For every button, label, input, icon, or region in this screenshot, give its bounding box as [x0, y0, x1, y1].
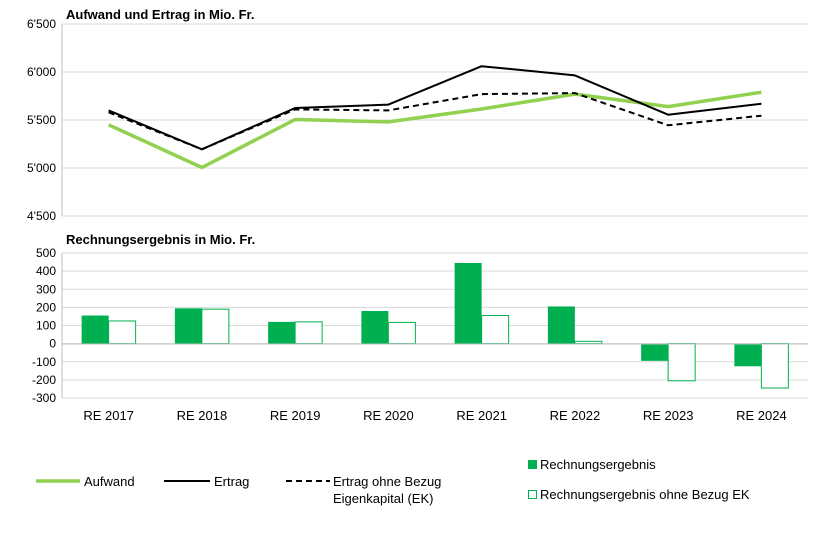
line-chart-y-tick-label: 6'000 — [27, 65, 56, 79]
x-tick-label: RE 2021 — [456, 408, 507, 423]
legend-swatch-rechnungsergebnis — [528, 460, 537, 469]
bar-rechnungsergebnis-7 — [734, 343, 762, 367]
legend-swatch-rechnungsergebnis-ohne-ek — [528, 490, 537, 499]
legend-label-ertrag-ohne-ek-line1: Ertrag ohne Bezug — [333, 474, 441, 489]
x-tick-label: RE 2017 — [83, 408, 134, 423]
bar-chart-y-tick-label: 200 — [36, 300, 56, 314]
legend-item-rechnungsergebnis: Rechnungsergebnis — [528, 457, 656, 472]
bar-chart-y-tick-label: -200 — [32, 373, 56, 387]
bar-rechnungsergebnis-0 — [81, 315, 109, 344]
line-chart-title: Aufwand und Ertrag in Mio. Fr. — [66, 7, 255, 22]
line-chart-y-axis: 4'500 5'000 5'500 6'000 6'500 — [27, 17, 56, 223]
line-chart-series — [107, 65, 762, 170]
bar-rechnungsergebnis-ohne-ek-1 — [201, 308, 230, 345]
bar-rechnungsergebnis-3 — [361, 311, 389, 344]
bar-rechnungsergebnis-ohne-ek-7 — [760, 343, 789, 389]
bar-chart-y-tick-label: -100 — [32, 355, 56, 369]
bar-chart-bars — [81, 262, 789, 389]
bar-rechnungsergebnis-ohne-ek-2 — [294, 321, 323, 345]
line-chart-y-tick-label: 6'500 — [27, 17, 56, 31]
bar-chart-y-axis: -300 -200 -100 0 100 200 300 400 500 — [32, 246, 56, 405]
line-chart-y-tick-label: 5'500 — [27, 113, 56, 127]
bar-rechnungsergebnis-6 — [641, 343, 669, 361]
line-series-2 — [108, 92, 762, 151]
legend: Aufwand Ertrag Ertrag ohne Bezug Eigenka… — [36, 457, 750, 506]
x-tick-label: RE 2022 — [550, 408, 601, 423]
legend-label-ertrag-ohne-ek-line2: Eigenkapital (EK) — [333, 491, 433, 506]
bar-rechnungsergebnis-2 — [268, 321, 296, 344]
x-tick-label: RE 2018 — [177, 408, 228, 423]
bar-rechnungsergebnis-ohne-ek-5 — [574, 340, 603, 345]
legend-item-ertrag: Ertrag — [164, 474, 249, 489]
bar-rechnungsergebnis-ohne-ek-6 — [667, 343, 696, 382]
bar-chart-y-tick-label: -300 — [32, 391, 56, 405]
legend-item-rechnungsergebnis-ohne-ek: Rechnungsergebnis ohne Bezug EK — [528, 487, 750, 502]
x-tick-label: RE 2020 — [363, 408, 414, 423]
bar-chart-y-tick-label: 400 — [36, 264, 56, 278]
line-chart-y-tick-label: 5'000 — [27, 161, 56, 175]
legend-label-rechnungsergebnis: Rechnungsergebnis — [540, 457, 656, 472]
bar-chart-y-tick-label: 100 — [36, 319, 56, 333]
line-series-0 — [107, 90, 762, 170]
x-tick-label: RE 2019 — [270, 408, 321, 423]
legend-item-aufwand: Aufwand — [36, 474, 135, 489]
bar-rechnungsergebnis-ohne-ek-4 — [481, 315, 510, 345]
x-tick-label: RE 2023 — [643, 408, 694, 423]
bar-rechnungsergebnis-4 — [454, 262, 482, 344]
bar-chart-y-tick-label: 300 — [36, 282, 56, 296]
line-chart-grid — [62, 23, 808, 217]
bar-chart-x-axis: RE 2017 RE 2018 RE 2019 RE 2020 RE 2021 RE 20… — [83, 408, 786, 423]
bar-rechnungsergebnis-5 — [547, 306, 575, 344]
line-chart: Aufwand und Ertrag in Mio. Fr. 4'500 5'00… — [27, 7, 808, 223]
legend-label-rechnungsergebnis-ohne-ek: Rechnungsergebnis ohne Bezug EK — [540, 487, 750, 502]
bar-chart-y-tick-label: 0 — [49, 337, 56, 351]
bar-rechnungsergebnis-1 — [174, 308, 202, 344]
bar-rechnungsergebnis-ohne-ek-3 — [387, 321, 416, 345]
bar-chart-grid — [62, 252, 808, 399]
legend-label-ertrag: Ertrag — [214, 474, 249, 489]
legend-label-aufwand: Aufwand — [84, 474, 135, 489]
bar-chart-y-tick-label: 500 — [36, 246, 56, 260]
bar-chart-title: Rechnungsergebnis in Mio. Fr. — [66, 232, 255, 247]
legend-item-ertrag-ohne-ek: Ertrag ohne Bezug Eigenkapital (EK) — [286, 474, 441, 506]
bar-chart: Rechnungsergebnis in Mio. Fr. -300 -200 -1… — [32, 232, 808, 423]
line-series-1 — [108, 65, 762, 151]
bar-rechnungsergebnis-ohne-ek-0 — [108, 320, 137, 345]
x-tick-label: RE 2024 — [736, 408, 787, 423]
line-chart-y-tick-label: 4'500 — [27, 209, 56, 223]
